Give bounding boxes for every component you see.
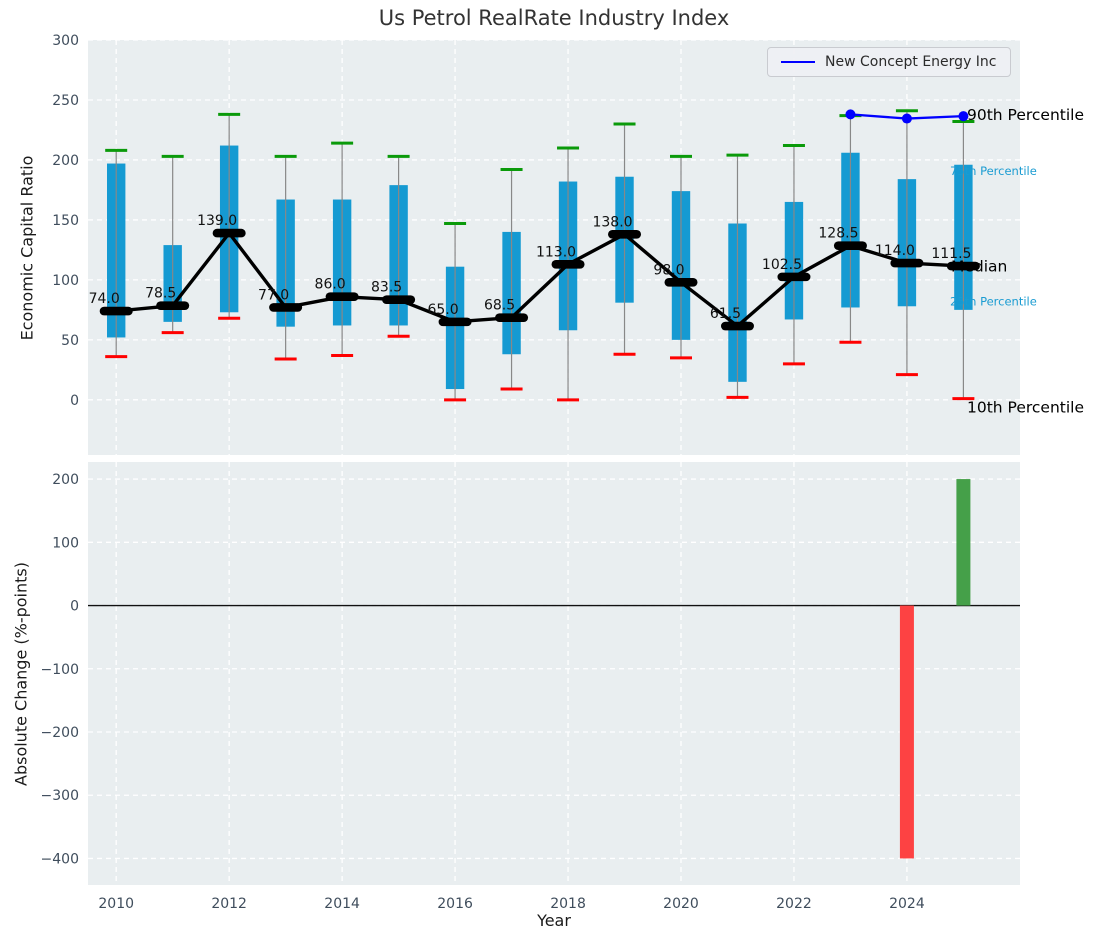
change-bar-2025 [956, 479, 970, 605]
bottom-ytick-label: −300 [41, 788, 79, 804]
chart-canvas: 0 50 100 150 200 250 300 200 100 0 −100 −200 −300 −40… [0, 0, 1104, 942]
median-label-2022: 102.5 [762, 257, 802, 273]
median-label-2021: 61.5 [710, 306, 741, 322]
median-dash-2023 [834, 241, 867, 250]
top-y-axis-label: Economic Capital Ratio [18, 156, 37, 341]
top-ytick-label: 0 [70, 393, 79, 409]
top-ytick-label: 150 [52, 213, 79, 229]
bottom-ytick-label: −100 [41, 662, 79, 678]
median-dash-2013 [269, 303, 302, 312]
median-dash-2012 [213, 229, 246, 238]
median-label-2024: 114.0 [875, 243, 915, 259]
page-title: Us Petrol RealRate Industry Index [88, 6, 1020, 30]
company-marker-2024 [902, 114, 912, 124]
legend-line-icon [781, 61, 815, 63]
annotation-75th-percentile: 75th Percentile [950, 164, 1037, 178]
legend: New Concept Energy Inc [767, 47, 1011, 77]
median-dash-2017 [495, 313, 528, 322]
legend-label: New Concept Energy Inc [825, 54, 997, 70]
median-dash-2016 [439, 318, 472, 327]
median-dash-2015 [382, 295, 415, 304]
median-label-2012: 139.0 [197, 213, 237, 229]
median-dash-2021 [721, 322, 754, 331]
xtick-label: 2020 [663, 896, 699, 912]
median-dash-2020 [665, 278, 698, 287]
annotation-median: Median [951, 258, 1007, 276]
top-ytick-label: 250 [52, 93, 79, 109]
xtick-label: 2010 [98, 896, 134, 912]
chart-figure: 0 50 100 150 200 250 300 200 100 0 −100 −200 −300 −40… [0, 0, 1104, 942]
median-label-2018: 113.0 [536, 244, 576, 260]
top-ytick-label: 50 [61, 333, 79, 349]
company-marker-2023 [845, 109, 855, 119]
median-label-2017: 68.5 [484, 298, 515, 314]
median-label-2023: 128.5 [818, 226, 858, 242]
bottom-y-axis-label: Absolute Change (%-points) [12, 562, 31, 786]
bottom-ytick-label: −200 [41, 725, 79, 741]
top-ytick-label: 100 [52, 273, 79, 289]
annotation-25th-percentile: 25th Percentile [950, 295, 1037, 309]
x-axis-label: Year [88, 911, 1020, 930]
xtick-label: 2016 [437, 896, 473, 912]
median-dash-2011 [156, 301, 189, 310]
median-label-2013: 77.0 [258, 287, 289, 303]
xtick-label: 2018 [550, 896, 586, 912]
median-label-2020: 98.0 [653, 262, 684, 278]
xtick-label: 2014 [324, 896, 360, 912]
xtick-label: 2024 [889, 896, 925, 912]
median-label-2011: 78.5 [145, 286, 176, 302]
median-label-2016: 65.0 [427, 302, 458, 318]
xtick-label: 2022 [776, 896, 812, 912]
top-ytick-label: 200 [52, 153, 79, 169]
annotation-10th-percentile: 10th Percentile [967, 399, 1084, 417]
bottom-ytick-label: 0 [70, 599, 79, 615]
median-dash-2019 [608, 230, 641, 239]
median-label-2019: 138.0 [592, 214, 632, 230]
change-bar-2024 [900, 606, 914, 859]
median-dash-2018 [552, 260, 585, 269]
top-ytick-label: 300 [52, 33, 79, 49]
median-label-2015: 83.5 [371, 280, 402, 296]
median-dash-2022 [777, 273, 810, 282]
median-label-2014: 86.0 [315, 277, 346, 293]
median-dash-2014 [326, 292, 359, 301]
bottom-ytick-label: 100 [52, 535, 79, 551]
bottom-plot-area [88, 462, 1020, 885]
median-dash-2010 [100, 307, 133, 316]
bottom-ytick-label: −400 [41, 851, 79, 867]
median-label-2010: 74.0 [89, 291, 120, 307]
bottom-ytick-label: 200 [52, 472, 79, 488]
xtick-label: 2012 [211, 896, 247, 912]
median-dash-2024 [890, 259, 923, 268]
annotation-90th-percentile: 90th Percentile [967, 106, 1084, 124]
